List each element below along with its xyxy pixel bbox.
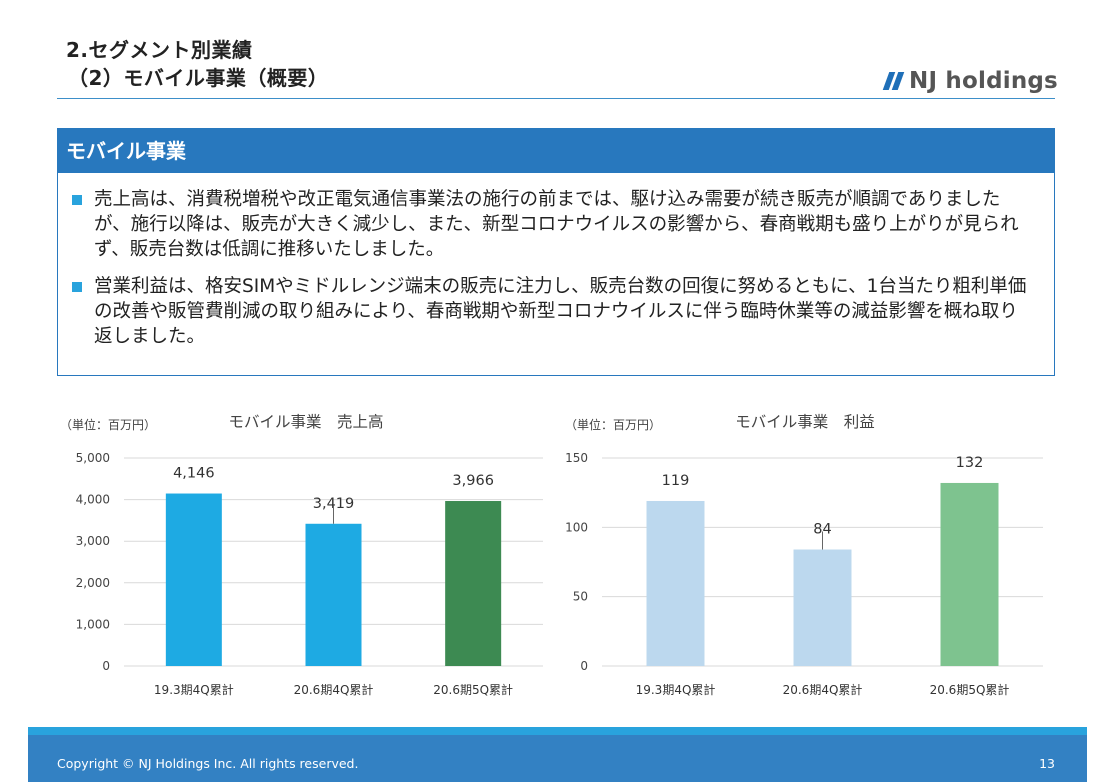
- y-tick-label: 150: [565, 451, 588, 465]
- logo-mark-icon: [882, 72, 905, 90]
- data-label: 4,146: [173, 466, 215, 482]
- bar: [793, 549, 852, 666]
- bar: [165, 493, 222, 666]
- bar: [940, 482, 999, 666]
- data-label: 84: [813, 522, 831, 538]
- y-tick-label: 5,000: [76, 451, 110, 465]
- page-number: 13: [1039, 756, 1055, 771]
- title-divider: [57, 98, 1055, 99]
- bullet-text: 売上高は、消費税増税や改正電気通信事業法の施行の前までは、駆け込み需要が続き販売…: [94, 189, 1019, 260]
- x-tick-label: 19.3期4Q累計: [154, 682, 234, 697]
- bar: [646, 500, 705, 666]
- chart-unit-label: （単位：百万円）: [60, 417, 156, 432]
- summary-bullet: 営業利益は、格安SIMやミドルレンジ端末の販売に注力し、販売台数の回復に努めると…: [72, 274, 1030, 349]
- x-tick-label: 19.3期4Q累計: [636, 682, 716, 697]
- copyright-text: Copyright © NJ Holdings Inc. All rights …: [57, 756, 359, 771]
- x-tick-label: 20.6期4Q累計: [783, 682, 863, 697]
- y-tick-label: 3,000: [76, 534, 110, 548]
- x-tick-label: 20.6期5Q累計: [930, 682, 1010, 697]
- data-label: 3,966: [452, 473, 494, 489]
- chart-title: モバイル事業 売上高: [228, 413, 383, 431]
- logo-text: NJ holdings: [909, 68, 1058, 94]
- square-bullet-icon: [72, 282, 82, 292]
- data-label: 119: [662, 473, 690, 489]
- title-line-1: 2.セグメント別業績: [66, 38, 253, 62]
- y-tick-label: 0: [102, 659, 110, 673]
- title-line-2: （2）モバイル事業（概要）: [68, 66, 329, 90]
- summary-body: 売上高は、消費税増税や改正電気通信事業法の施行の前までは、駆け込み需要が続き販売…: [58, 173, 1054, 349]
- bullet-text: 営業利益は、格安SIMやミドルレンジ端末の販売に注力し、販売台数の回復に努めると…: [94, 276, 1027, 347]
- y-tick-label: 100: [565, 520, 588, 534]
- y-tick-label: 50: [573, 590, 588, 604]
- bar: [445, 501, 502, 666]
- slide-title: 2.セグメント別業績 （2）モバイル事業（概要）: [66, 36, 328, 92]
- footer-accent-strip: [28, 727, 1087, 735]
- chart-title: モバイル事業 利益: [735, 413, 875, 431]
- chart-unit-label: （単位：百万円）: [565, 417, 661, 432]
- bar: [305, 523, 362, 666]
- square-bullet-icon: [72, 195, 82, 205]
- sales-chart: （単位：百万円） モバイル事業 売上高 0 1,000 2,000 3,000 4,000 5…: [50, 400, 550, 710]
- y-tick-label: 1,000: [76, 617, 110, 631]
- sales-chart-svg: （単位：百万円） モバイル事業 売上高 0 1,000 2,000 3,000 4,000 5…: [60, 413, 543, 697]
- y-tick-label: 0: [580, 659, 588, 673]
- summary-box: モバイル事業 売上高は、消費税増税や改正電気通信事業法の施行の前までは、駆け込み…: [57, 128, 1055, 376]
- footer: Copyright © NJ Holdings Inc. All rights …: [28, 735, 1087, 782]
- data-label: 3,419: [313, 496, 355, 512]
- x-tick-label: 20.6期4Q累計: [294, 682, 374, 697]
- data-label: 132: [956, 455, 984, 471]
- y-tick-label: 4,000: [76, 493, 110, 507]
- company-logo: NJ holdings: [882, 68, 1058, 94]
- profit-chart-svg: （単位：百万円） モバイル事業 利益 0 50 100 150 119 19.3期4Q累計 84…: [565, 413, 1043, 697]
- y-tick-label: 2,000: [76, 576, 110, 590]
- summary-bullet: 売上高は、消費税増税や改正電気通信事業法の施行の前までは、駆け込み需要が続き販売…: [72, 187, 1030, 262]
- x-tick-label: 20.6期5Q累計: [433, 682, 513, 697]
- profit-chart: （単位：百万円） モバイル事業 利益 0 50 100 150 119 19.3期4Q累計 84…: [555, 400, 1055, 710]
- summary-heading: モバイル事業: [58, 129, 1054, 173]
